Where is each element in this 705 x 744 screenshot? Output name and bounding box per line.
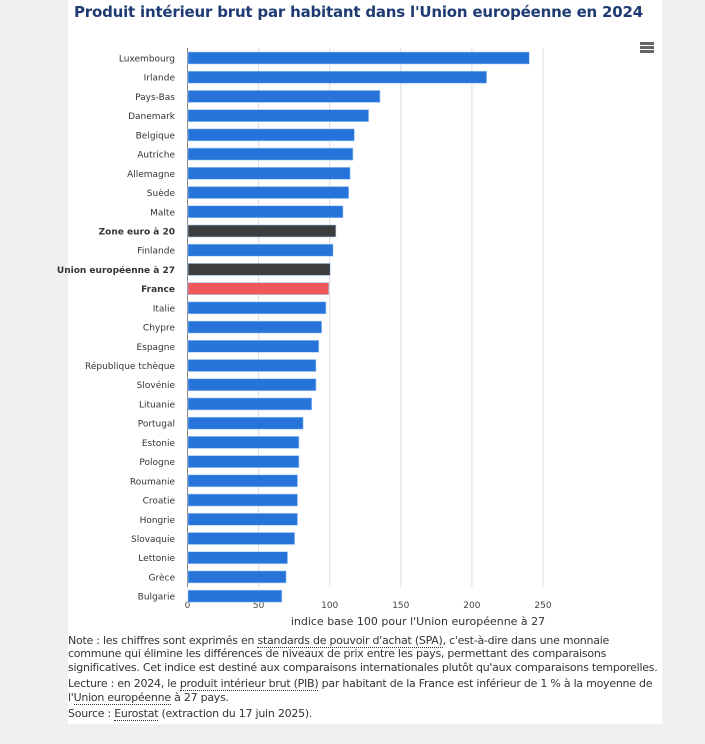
category-label: République tchèque (85, 361, 175, 372)
x-axis-title: indice base 100 pour l'Union européenne … (291, 615, 545, 628)
category-label: Lettonie (138, 554, 175, 564)
category-label: Portugal (138, 420, 175, 430)
bar-chypre (187, 320, 322, 334)
bar-chart: 0 50 100 150 200 250 Luxembourg Irlande Pays-Bas… (57, 48, 552, 628)
x-tick-label: 100 (321, 601, 338, 611)
x-tick-label: 200 (463, 601, 480, 611)
category-label: Autriche (137, 151, 175, 161)
bar-belgique (187, 128, 355, 142)
category-label: Union européenne à 27 (57, 265, 175, 276)
bar-bulgarie (187, 589, 283, 603)
lecture-prefix: Lecture : en 2024, le (68, 677, 180, 691)
category-label: Estonie (142, 439, 176, 449)
ue-definition-link[interactable]: Union européenne (73, 690, 171, 705)
bar-r-publique-tch-que (187, 359, 317, 372)
category-label: Malte (150, 208, 175, 218)
category-label: Croatie (143, 497, 176, 507)
bar-malte (187, 205, 344, 219)
source-text: Source : Eurostat (extraction du 17 juin… (68, 707, 662, 722)
category-label: Bulgarie (138, 593, 176, 603)
bar-su-de (187, 186, 349, 199)
source-prefix: Source : (68, 707, 115, 721)
bar-irlande (187, 70, 487, 84)
category-label: Espagne (136, 343, 175, 353)
bar-estonie (187, 436, 300, 449)
bar-slovaquie (187, 532, 295, 545)
hamburger-menu-icon[interactable] (640, 42, 654, 54)
eurostat-link[interactable]: Eurostat (114, 707, 159, 722)
category-label: Allemagne (127, 170, 175, 180)
bar-pologne (187, 455, 300, 468)
category-label: Finlande (137, 247, 175, 257)
category-label: Pologne (139, 458, 175, 468)
bar-croatie (187, 493, 298, 507)
bar-finlande (187, 243, 334, 257)
bar-union-europ-enne-27 (187, 263, 331, 276)
bar-italie (187, 301, 327, 315)
x-tick-label: 150 (392, 601, 409, 611)
bar-danemark (187, 109, 369, 122)
category-label: Suède (147, 188, 176, 199)
bar-hongrie (187, 512, 298, 526)
bar-autriche (187, 147, 354, 161)
note-rest: , c'est-à-dire dans une monnaie commune … (68, 634, 658, 674)
category-label: Italie (153, 304, 176, 314)
bar-espagne (187, 339, 320, 353)
bar-lituanie (187, 397, 313, 411)
category-label: Grèce (149, 572, 176, 583)
category-label: Belgique (136, 131, 176, 141)
category-label: Slovaquie (131, 535, 175, 545)
note-prefix: Note : les chiffres sont exprimés en (68, 634, 258, 647)
note-text: Note : les chiffres sont exprimés en sta… (68, 634, 662, 674)
bar-lettonie (187, 551, 288, 565)
category-label: Pays-Bas (135, 93, 175, 103)
chart-title: Produit intérieur brut par habitant dans… (74, 3, 643, 21)
bar-allemagne (187, 167, 351, 180)
bar-gr-ce (187, 570, 287, 584)
lecture-text: Lecture : en 2024, le produit intérieur … (68, 677, 662, 705)
bar-roumanie (187, 474, 298, 488)
category-label: Roumanie (130, 477, 176, 487)
lecture-rest: à 27 pays. (170, 690, 229, 704)
category-label: Luxembourg (119, 55, 175, 65)
category-label: Lituanie (139, 400, 175, 410)
x-tick-label: 250 (534, 601, 551, 611)
spa-definition-link[interactable]: standards de pouvoir d'achat (SPA) (257, 634, 443, 648)
category-label: Danemark (128, 112, 176, 122)
bar-luxembourg (187, 51, 530, 65)
category-label: Chypre (143, 324, 176, 334)
category-label: Irlande (144, 74, 176, 84)
source-rest: (extraction du 17 juin 2025). (158, 707, 313, 721)
pib-definition-link[interactable]: produit intérieur brut (PIB) (179, 677, 319, 692)
chart-notes: Note : les chiffres sont exprimés en sta… (68, 634, 662, 723)
bar-slov-nie (187, 378, 317, 392)
category-label: Hongrie (140, 516, 176, 526)
bar-pays-bas (187, 90, 381, 103)
x-tick-label: 50 (253, 601, 265, 611)
category-label: France (141, 285, 175, 295)
bar-france (187, 282, 330, 295)
x-tick-label: 0 (185, 601, 191, 611)
bar-portugal (187, 416, 304, 430)
bar-zone-euro-20 (187, 224, 337, 238)
category-label: Slovénie (137, 380, 176, 391)
category-label: Zone euro à 20 (99, 227, 175, 237)
lecture-mid: par habitant de la France est inférieur … (68, 677, 653, 704)
